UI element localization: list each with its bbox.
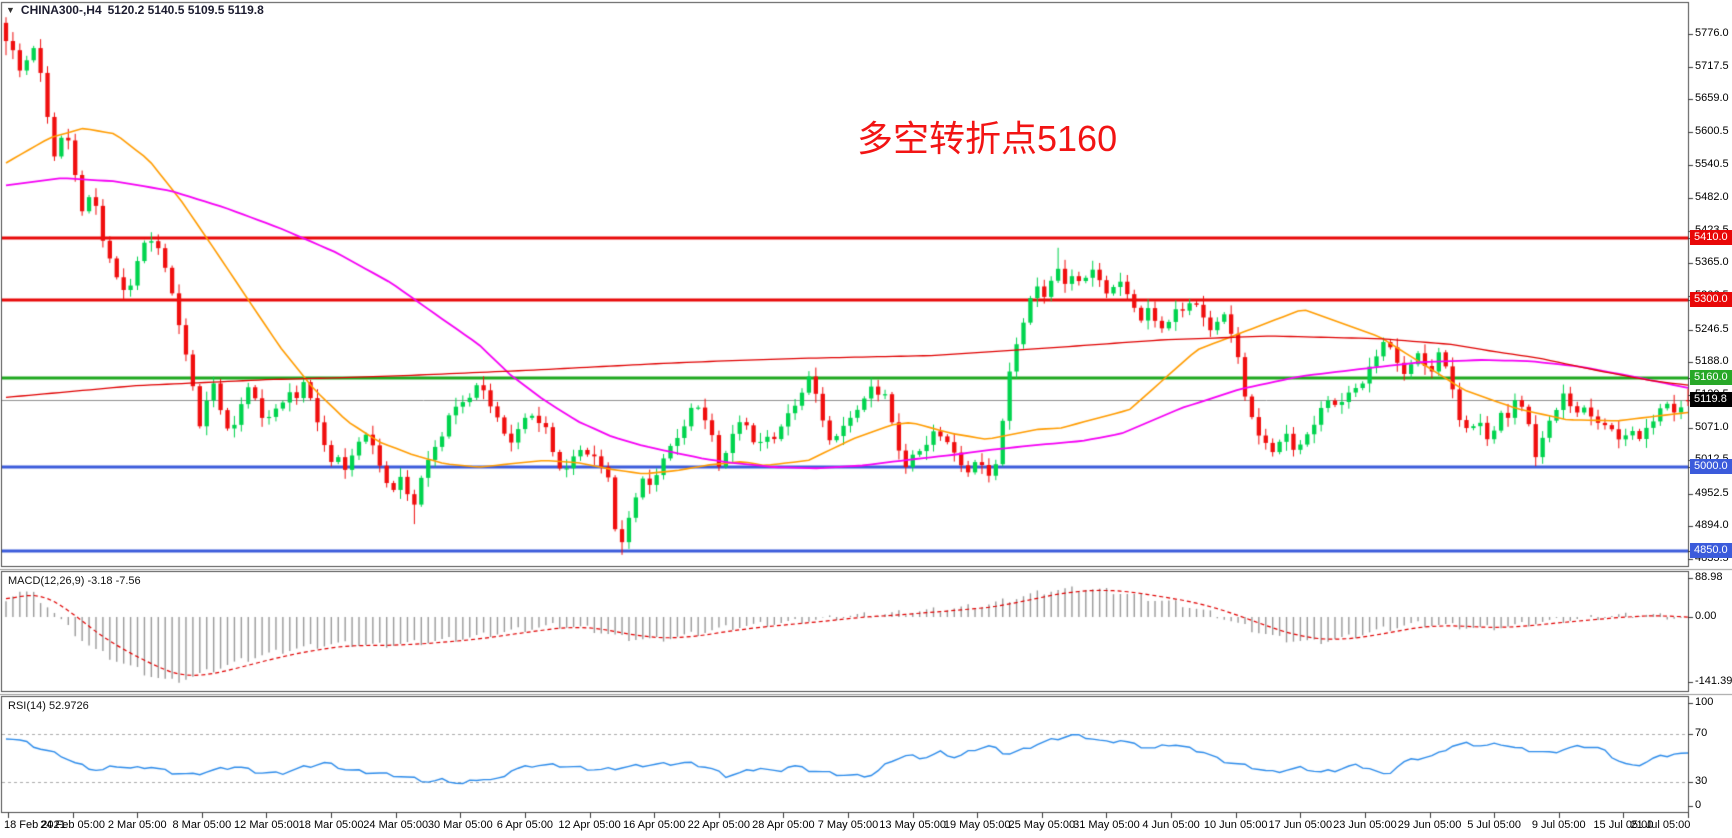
- price-axis-label: 5600.5: [1695, 124, 1729, 137]
- macd-axis-label: -141.39: [1695, 675, 1732, 687]
- rsi-axis-label: 0: [1695, 799, 1702, 811]
- macd-axis-label: 0.00: [1695, 610, 1717, 622]
- level-price-badge: 5000.0: [1690, 459, 1732, 475]
- time-axis-label: 15 Jul 05:00: [1593, 819, 1654, 831]
- price-axis-label: 4952.5: [1695, 486, 1729, 499]
- level-price-badge: 5160.0: [1690, 369, 1732, 385]
- rsi-indicator-label: RSI(14) 52.9726: [8, 700, 89, 712]
- macd-axis-label: 88.98: [1695, 571, 1723, 583]
- time-axis-label: 12 Mar 05:00: [234, 819, 299, 831]
- price-axis-label: 5776.0: [1695, 27, 1729, 39]
- level-price-badge: 4850.0: [1690, 542, 1732, 558]
- time-axis-label: 31 May 05:00: [1073, 819, 1140, 831]
- price-axis-label: 5717.5: [1695, 59, 1729, 72]
- time-axis-label: 21 Jul 05:00: [1630, 819, 1691, 831]
- time-axis-label: 2 Mar 05:00: [107, 819, 167, 831]
- time-axis-label: 30 Mar 05:00: [427, 819, 493, 831]
- symbol-timeframe-label: CHINA300-,H4: [20, 3, 102, 17]
- current-price-badge: 5119.8: [1690, 392, 1732, 408]
- time-axis-label: 12 Apr 05:00: [558, 819, 621, 831]
- rsi-axis-label: 100: [1695, 696, 1714, 708]
- time-axis-label: 9 Jul 05:00: [1531, 819, 1586, 831]
- rsi-axis-label: 70: [1695, 727, 1708, 739]
- time-axis-label: 25 May 05:00: [1008, 819, 1076, 831]
- time-axis-label: 22 Apr 05:00: [687, 819, 750, 831]
- price-axis-label: 4894.0: [1695, 519, 1729, 532]
- time-axis-label: 10 Jun 05:00: [1203, 819, 1268, 831]
- chevron-down-icon[interactable]: ▼: [6, 5, 15, 15]
- annotation-text: 多空转折点5160: [857, 118, 1118, 159]
- price-axis-label: 5540.5: [1695, 158, 1729, 171]
- time-axis-label: 13 May 05:00: [879, 819, 946, 831]
- time-axis-label: 7 May 05:00: [817, 819, 879, 831]
- price-axis-label: 5071.0: [1695, 420, 1729, 433]
- time-axis-label: 18 Mar 05:00: [298, 819, 364, 831]
- ohlc-readout: 5120.2 5140.5 5109.5 5119.8: [107, 3, 264, 17]
- price-axis-label: 5365.0: [1695, 256, 1729, 269]
- price-axis-label: 5482.0: [1695, 191, 1729, 204]
- time-axis-label: 17 Jun 05:00: [1268, 819, 1333, 831]
- time-axis-label: 5 Jul 05:00: [1467, 819, 1522, 831]
- time-axis-label: 24 Mar 05:00: [363, 819, 429, 831]
- time-axis-label: 8 Mar 05:00: [172, 819, 232, 831]
- time-axis-label: 16 Apr 05:00: [622, 819, 686, 831]
- level-price-badge: 5410.0: [1690, 230, 1732, 246]
- time-axis-label: 28 Apr 05:00: [752, 819, 815, 831]
- time-axis-label: 23 Jun 05:00: [1333, 819, 1397, 831]
- time-axis-label: 4 Jun 05:00: [1142, 819, 1200, 831]
- level-price-badge: 5300.0: [1690, 291, 1732, 307]
- price-axis-label: 5246.5: [1695, 322, 1729, 335]
- price-axis-label: 5188.0: [1695, 355, 1729, 368]
- macd-indicator-label: MACD(12,26,9) -3.18 -7.56: [8, 575, 141, 587]
- price-axis-label: 5659.0: [1695, 92, 1729, 105]
- time-axis-label: 24 Feb 05:00: [40, 819, 106, 831]
- time-axis-label: 29 Jun 05:00: [1397, 819, 1462, 831]
- chart-header: ▼ CHINA300-,H4 5120.2 5140.5 5109.5 5119…: [6, 3, 264, 17]
- time-axis-label: 18 Feb 2021: [4, 819, 66, 831]
- time-axis-label: 6 Apr 05:00: [496, 819, 554, 831]
- time-axis-label: 19 May 05:00: [943, 819, 1011, 831]
- rsi-axis-label: 30: [1695, 775, 1708, 787]
